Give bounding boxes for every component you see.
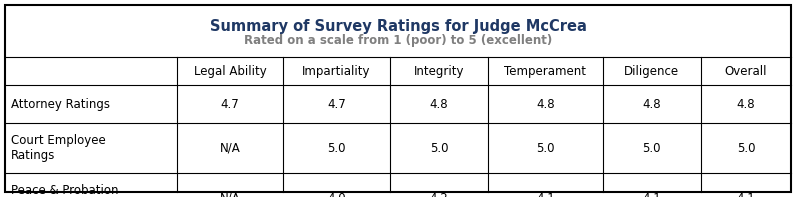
Text: Diligence: Diligence: [624, 64, 679, 77]
Text: 4.8: 4.8: [642, 98, 661, 111]
Text: Overall: Overall: [724, 64, 767, 77]
Text: N/A: N/A: [220, 191, 240, 197]
Text: 5.0: 5.0: [537, 141, 555, 154]
Text: 4.7: 4.7: [220, 98, 240, 111]
Text: 4.1: 4.1: [736, 191, 755, 197]
Text: N/A: N/A: [220, 141, 240, 154]
Text: Court Employee
Ratings: Court Employee Ratings: [11, 134, 106, 162]
Text: Rated on a scale from 1 (poor) to 5 (excellent): Rated on a scale from 1 (poor) to 5 (exc…: [244, 33, 552, 46]
Text: Impartiality: Impartiality: [302, 64, 371, 77]
Text: Legal Ability: Legal Ability: [193, 64, 267, 77]
Text: 4.8: 4.8: [736, 98, 755, 111]
Text: 4.1: 4.1: [536, 191, 555, 197]
Text: Temperament: Temperament: [505, 64, 587, 77]
Text: 4.1: 4.1: [642, 191, 661, 197]
Text: 4.8: 4.8: [430, 98, 448, 111]
Text: 4.0: 4.0: [327, 191, 346, 197]
Text: 5.0: 5.0: [737, 141, 755, 154]
Text: Summary of Survey Ratings for Judge McCrea: Summary of Survey Ratings for Judge McCr…: [209, 19, 587, 33]
Text: Integrity: Integrity: [414, 64, 464, 77]
Text: Peace & Probation
Officers: Peace & Probation Officers: [11, 184, 119, 197]
Text: 4.7: 4.7: [327, 98, 346, 111]
Text: 4.8: 4.8: [536, 98, 555, 111]
Text: 4.2: 4.2: [430, 191, 448, 197]
Text: Attorney Ratings: Attorney Ratings: [11, 98, 110, 111]
Text: 5.0: 5.0: [327, 141, 345, 154]
Text: 5.0: 5.0: [430, 141, 448, 154]
Text: 5.0: 5.0: [642, 141, 661, 154]
